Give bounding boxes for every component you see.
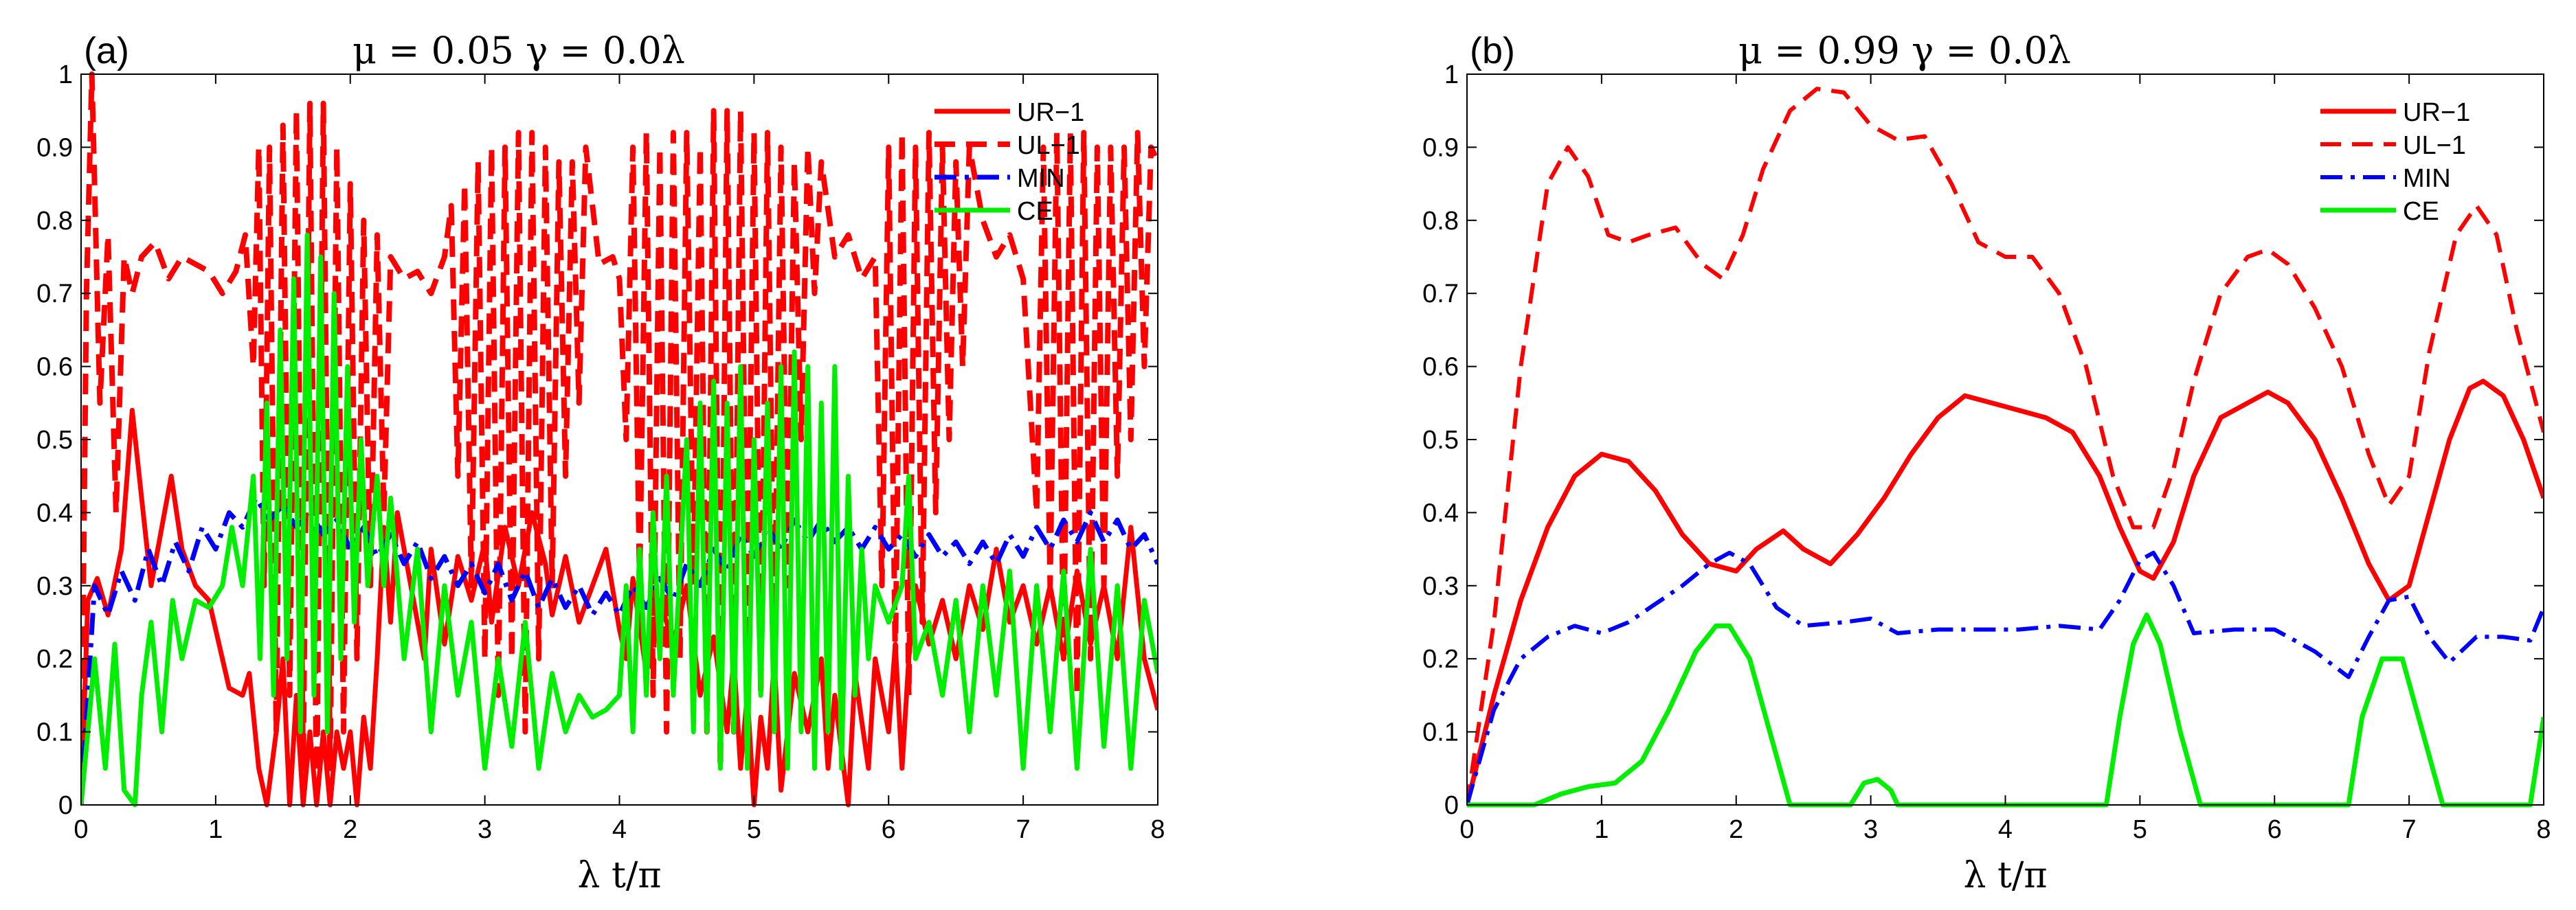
y-tick-label: 0.4	[1422, 499, 1459, 527]
legend-label: UL−1	[1017, 131, 1080, 160]
y-tick-label: 1	[58, 60, 73, 89]
y-tick-label: 0.5	[1422, 426, 1459, 455]
panel-b: 0 1 2 3 4 5 6 7 8 0 0.1 0.2 0.3 0.4 0.5 0.6 0.7 0.8 0.9 1 λ …	[1422, 29, 2551, 896]
y-tick-label: 0.9	[1422, 133, 1459, 162]
series-line-ul1	[1467, 87, 2544, 806]
x-tick-label: 4	[612, 815, 627, 844]
x-tick-label: 2	[1729, 815, 1743, 844]
x-tick-label: 8	[2536, 815, 2551, 844]
series-line-ur1	[1467, 378, 2544, 806]
x-tick-label: 0	[74, 815, 88, 844]
series-group	[1467, 87, 2544, 808]
chart-title: μ = 0.05 γ = 0.0λ	[352, 29, 685, 72]
legend-label: MIN	[2403, 164, 2451, 193]
x-tick-label: 4	[1998, 815, 2013, 844]
y-tick-label: 0.6	[1422, 353, 1459, 382]
y-tick-label: 0.4	[36, 499, 73, 527]
y-tick-label: 0.2	[36, 645, 73, 674]
y-tick-label: 0.8	[36, 207, 73, 236]
y-tick-label: 0.8	[1422, 207, 1459, 236]
y-tick-label: 0.9	[36, 133, 73, 162]
y-tick-label: 0	[58, 791, 73, 820]
x-tick-label: 1	[1594, 815, 1609, 844]
y-tick-label: 0.5	[36, 426, 73, 455]
x-tick-label: 7	[2402, 815, 2417, 844]
series-group	[81, 71, 1158, 808]
y-tick-label: 0.1	[36, 718, 73, 747]
y-tick-label: 1	[1444, 60, 1459, 89]
x-tick-label: 2	[343, 815, 357, 844]
series-line-ur1	[81, 407, 1158, 808]
x-axis-label: λ t/π	[577, 855, 661, 896]
x-axis-label: λ t/π	[1963, 855, 2047, 896]
legend-label: UR−1	[2403, 98, 2470, 127]
x-tick-label: 6	[2267, 815, 2282, 844]
series-line-ce	[81, 232, 1158, 808]
y-tick-label: 0.7	[1422, 280, 1459, 308]
x-tick-label: 3	[1863, 815, 1878, 844]
series-line-min	[81, 495, 1158, 806]
chart-title: μ = 0.99 γ = 0.0λ	[1738, 29, 2071, 72]
x-tick-label: 1	[208, 815, 223, 844]
y-tick-label: 0.3	[1422, 572, 1459, 601]
y-tick-label: 0.1	[1422, 718, 1459, 747]
x-tick-label: 7	[1016, 815, 1031, 844]
y-tick-label: 0	[1444, 791, 1459, 820]
legend-label: UR−1	[1017, 98, 1084, 127]
y-tick-label: 0.6	[36, 353, 73, 382]
panel-label: (b)	[1470, 30, 1515, 71]
x-tick-label: 0	[1459, 815, 1474, 844]
legend-label: CE	[2403, 197, 2439, 226]
y-tick-label: 0.7	[36, 280, 73, 308]
panel-a: 0 1 2 3 4 5 6 7 8 0 0.1 0.2 0.3 0.4 0.5 0.6 0.7 0.8 0.9 1 λ …	[36, 29, 1165, 896]
series-line-ce	[1467, 612, 2544, 808]
legend-label: CE	[1017, 197, 1053, 226]
x-tick-label: 5	[747, 815, 761, 844]
legend-label: UL−1	[2403, 131, 2466, 160]
y-tick-label: 0.2	[1422, 645, 1459, 674]
x-tick-label: 6	[882, 815, 896, 844]
legend-label: MIN	[1017, 164, 1065, 193]
x-tick-label: 5	[2133, 815, 2147, 844]
y-tick-label: 0.3	[36, 572, 73, 601]
x-tick-label: 8	[1150, 815, 1165, 844]
x-tick-label: 3	[478, 815, 492, 844]
axes-box	[1466, 73, 2544, 806]
panel-label: (a)	[84, 30, 129, 71]
